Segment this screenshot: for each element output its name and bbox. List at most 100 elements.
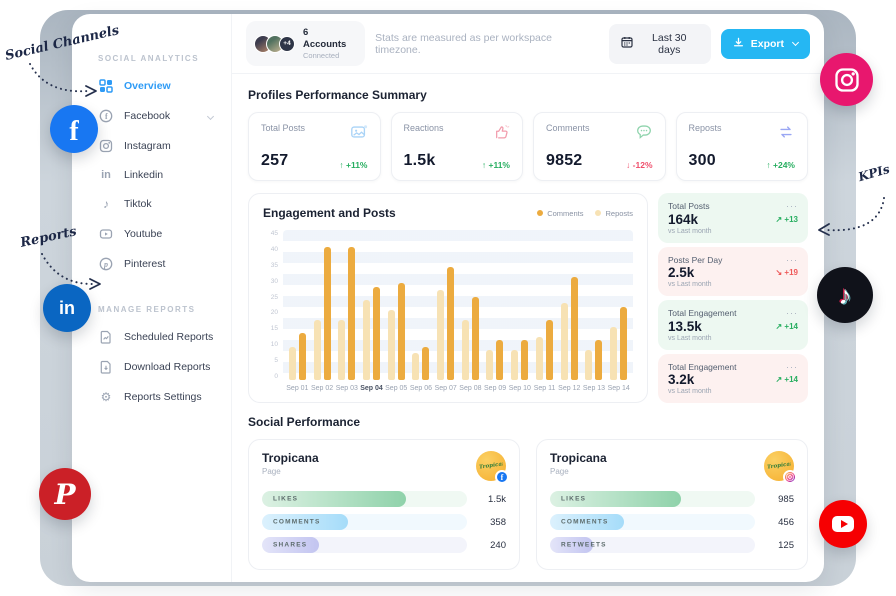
sidebar-item-linkedin[interactable]: in Linkedin xyxy=(72,161,231,189)
sidebar-item-reports-settings[interactable]: ⚙ Reports Settings xyxy=(72,382,231,412)
kpi-delta: +13 xyxy=(775,215,798,224)
sidebar-item-tiktok[interactable]: ♪ Tiktok xyxy=(72,189,231,219)
topbar: +4 6 Accounts Connected Stats are measur… xyxy=(232,14,824,74)
sidebar-item-label: Instagram xyxy=(124,140,171,152)
svg-text:f: f xyxy=(105,112,108,121)
linkedin-icon: in xyxy=(101,169,111,181)
timezone-note: Stats are measured as per workspace time… xyxy=(375,31,552,56)
card-value: 300 xyxy=(688,152,716,169)
chart-y-axis: 45 40 35 30 25 20 15 10 5 0 xyxy=(270,230,278,380)
youtube-play-icon xyxy=(832,516,854,532)
kpi-card-total-engagement-1[interactable]: Total Engagement 13.5k +14 vs Last month xyxy=(658,300,808,350)
sidebar-item-label: Reports Settings xyxy=(124,391,202,403)
bar-fill xyxy=(262,491,406,507)
instagram-badge-icon xyxy=(783,470,797,484)
sidebar-item-label: Pinterest xyxy=(124,258,166,270)
card-delta: +24% xyxy=(766,160,795,170)
retweets-bar: RETWEETS xyxy=(550,537,755,553)
social-performance-title: Social Performance xyxy=(248,415,361,429)
summary-title: Profiles Performance Summary xyxy=(248,88,427,102)
more-menu-icon[interactable] xyxy=(786,308,798,318)
instagram-icon xyxy=(98,139,114,153)
metric-value: 358 xyxy=(490,516,506,528)
card-label: Total Posts xyxy=(261,123,306,133)
export-button[interactable]: Export xyxy=(720,28,810,59)
accounts-status: Connected xyxy=(303,50,340,60)
content: Profiles Performance Summary Total Posts… xyxy=(232,74,824,582)
youtube-icon xyxy=(98,227,114,241)
sidebar-item-instagram[interactable]: Instagram xyxy=(72,131,231,161)
metric-label: LIKES xyxy=(273,495,299,503)
date-range-button[interactable]: Last 30 days xyxy=(608,23,711,64)
tiktok-icon: ♪ xyxy=(103,197,109,211)
document-chart-icon xyxy=(98,330,114,344)
page-type: Page xyxy=(262,467,281,476)
metric-value: 125 xyxy=(778,539,794,551)
kpi-card-total-engagement-2[interactable]: Total Engagement 3.2k +14 vs Last month xyxy=(658,353,808,403)
linkedin-float-icon[interactable]: in xyxy=(43,284,91,332)
summary-card-comments[interactable]: Comments 9852 -12% xyxy=(533,112,666,181)
sidebar-item-youtube[interactable]: Youtube xyxy=(72,219,231,249)
social-card-facebook[interactable]: Tropicana Page Tropicana f LIKES xyxy=(248,439,520,570)
facebook-icon: f xyxy=(98,109,114,123)
sidebar-item-scheduled-reports[interactable]: Scheduled Reports xyxy=(72,322,231,352)
pinterest-float-icon[interactable]: P xyxy=(39,468,91,520)
tiktok-float-icon[interactable]: ♪ xyxy=(817,267,873,323)
more-menu-icon[interactable] xyxy=(786,255,798,265)
sidebar-item-label: Youtube xyxy=(124,228,163,240)
main-area: +4 6 Accounts Connected Stats are measur… xyxy=(232,14,824,582)
page-type: Page xyxy=(550,467,569,476)
kpi-value: 13.5k xyxy=(668,318,702,334)
kpi-card-posts-per-day[interactable]: Posts Per Day 2.5k +19 vs Last month xyxy=(658,246,808,296)
pinterest-icon: p xyxy=(98,257,114,271)
chart-x-axis: Sep 01 Sep 02 Sep 03 Sep 04 Sep 05 Sep 06 Sep … xyxy=(286,385,630,392)
metric-value: 985 xyxy=(778,493,794,505)
social-performance-cards: Tropicana Page Tropicana f LIKES xyxy=(248,439,808,570)
card-delta: +11% xyxy=(339,160,368,170)
youtube-float-icon[interactable] xyxy=(819,500,867,548)
kpi-delta: +14 xyxy=(775,322,798,331)
sidebar-item-pinterest[interactable]: p Pinterest xyxy=(72,249,231,279)
page-name: Tropicana xyxy=(550,451,607,465)
chart-plot xyxy=(283,230,633,380)
metric-label: LIKES xyxy=(561,495,587,503)
metric-label: RETWEETS xyxy=(561,541,607,549)
download-icon xyxy=(733,37,744,51)
sidebar-section-social-analytics: SOCIAL ANALYTICS xyxy=(98,54,200,63)
accounts-selector[interactable]: +4 6 Accounts Connected xyxy=(246,21,366,66)
card-value: 1.5k xyxy=(403,152,436,169)
social-card-instagram[interactable]: Tropicana Page Tropicana xyxy=(536,439,808,570)
summary-card-reactions[interactable]: Reactions 1.5k +11% xyxy=(390,112,523,181)
chart-legend: Comments Reposts xyxy=(537,209,633,218)
repost-icon xyxy=(777,123,795,146)
sidebar-item-download-reports[interactable]: Download Reports xyxy=(72,352,231,382)
more-menu-icon[interactable] xyxy=(786,362,798,372)
kpi-label: Total Engagement xyxy=(668,308,737,318)
sidebar-item-label: Linkedin xyxy=(124,169,164,181)
kpi-delta: +19 xyxy=(775,268,798,277)
metric-value: 456 xyxy=(778,516,794,528)
kpi-label: Total Posts xyxy=(668,201,710,211)
more-menu-icon[interactable] xyxy=(786,201,798,211)
kpi-card-total-posts[interactable]: Total Posts 164k +13 vs Last month xyxy=(658,193,808,243)
instagram-float-icon[interactable] xyxy=(820,53,873,106)
kpi-subtext: vs Last month xyxy=(668,227,712,235)
shares-bar: SHARES xyxy=(262,537,467,553)
summary-card-total-posts[interactable]: Total Posts 257 +11% xyxy=(248,112,381,181)
sidebar-item-overview[interactable]: Overview xyxy=(72,71,231,101)
card-label: Reactions xyxy=(403,123,444,133)
facebook-float-icon[interactable]: f xyxy=(50,105,98,153)
kpi-label: Posts Per Day xyxy=(668,254,723,265)
facebook-badge-icon: f xyxy=(495,470,509,484)
sidebar-item-facebook[interactable]: f Facebook xyxy=(72,101,231,131)
metric-row: LIKES 1.5k xyxy=(262,491,506,507)
card-value: 257 xyxy=(261,152,289,169)
likes-bar: LIKES xyxy=(550,491,755,507)
chevron-down-icon[interactable] xyxy=(206,112,215,120)
page-avatar: Tropicana f xyxy=(476,451,509,484)
kpi-value: 3.2k xyxy=(668,372,695,388)
chart-bars[interactable] xyxy=(283,230,633,380)
summary-card-reposts[interactable]: Reposts 300 +24% xyxy=(675,112,808,181)
accounts-count: 6 Accounts xyxy=(303,27,347,50)
